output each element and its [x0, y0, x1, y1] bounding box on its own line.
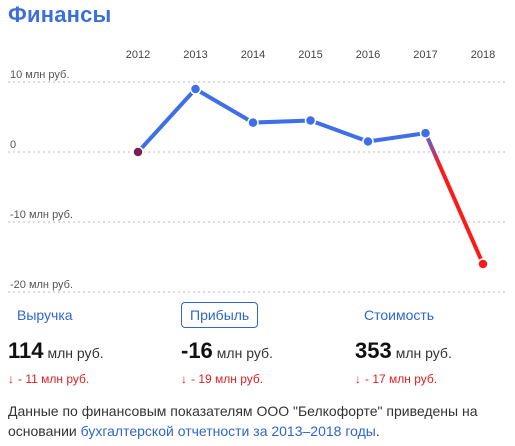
x-tick-label: 2018 [471, 49, 495, 61]
metric-profit-delta-text: - 19 млн руб. [191, 372, 264, 386]
data-point [362, 135, 374, 148]
note-text-end: . [375, 423, 380, 439]
metric-value-unit: млн руб. [395, 345, 452, 361]
down-arrow-icon: ↓ [181, 372, 187, 386]
note-text: Данные по финансовым показателям ООО "Бе… [8, 403, 478, 439]
series-line-segment [251, 118, 313, 125]
metric-revenue-delta: ↓ - 11 млн руб. [8, 372, 104, 386]
data-point [477, 258, 489, 270]
x-tick-label: 2012 [126, 49, 150, 61]
series-line-segment [136, 87, 198, 154]
metric-revenue-value: 114 млн руб. [8, 338, 104, 364]
metric-profit-delta: ↓ - 19 млн руб. [181, 372, 273, 386]
y-tick-label: -20 млн руб. [10, 279, 73, 291]
x-tick-label: 2017 [413, 49, 437, 61]
metric-profit: Прибыль -16 млн руб. ↓ - 19 млн руб. [181, 302, 273, 386]
data-point [247, 116, 259, 129]
metric-profit-number: -16 [181, 338, 213, 363]
data-point [304, 114, 317, 127]
metric-value: Стоимость 353 млн руб. ↓ - 17 млн руб. [355, 302, 452, 386]
x-tick-label: 2014 [241, 49, 265, 61]
y-tick-label: -10 млн руб. [10, 209, 73, 221]
series-line-segment [366, 131, 428, 144]
data-source-note: Данные по финансовым показателям ООО "Бе… [8, 401, 508, 441]
series-line-segment [193, 87, 255, 125]
data-point [189, 83, 202, 95]
down-arrow-icon: ↓ [355, 372, 361, 386]
metric-value-value: 353 млн руб. [355, 338, 452, 364]
profit-line-chart: 10 млн руб. 0 -10 млн руб. -20 млн руб. 2012… [8, 49, 508, 293]
accounting-report-link[interactable]: бухгалтерской отчетности за 2013–2018 го… [80, 423, 376, 439]
x-tick-label: 2013 [183, 49, 207, 61]
metric-value-number: 353 [355, 338, 392, 363]
metric-profit-value: -16 млн руб. [181, 338, 273, 364]
series-line-segment [423, 131, 485, 266]
data-point [132, 146, 144, 158]
metric-revenue-delta-text: - 11 млн руб. [18, 372, 90, 386]
series-line-segment [308, 118, 370, 144]
y-tick-label: 10 млн руб. [10, 69, 69, 81]
metrics-row: Выручка 114 млн руб. ↓ - 11 млн руб. Прибы… [0, 302, 515, 392]
section-title: Финансы [8, 2, 112, 27]
metric-value-tab[interactable]: Стоимость [364, 307, 435, 323]
metric-profit-unit: млн руб. [216, 345, 273, 361]
metric-revenue-unit: млн руб. [47, 345, 104, 361]
metric-revenue: Выручка 114 млн руб. ↓ - 11 млн руб. [8, 302, 104, 386]
x-tick-label: 2016 [356, 49, 380, 61]
metric-revenue-number: 114 [8, 338, 44, 363]
down-arrow-icon: ↓ [8, 372, 14, 386]
metric-value-delta: ↓ - 17 млн руб. [355, 372, 452, 386]
metric-value-delta-text: - 17 млн руб. [365, 372, 438, 386]
x-tick-label: 2015 [298, 49, 322, 61]
metric-revenue-tab[interactable]: Выручка [17, 307, 73, 323]
metric-profit-tab[interactable]: Прибыль [181, 302, 259, 328]
y-tick-label: 0 [10, 139, 16, 151]
data-point [419, 127, 432, 139]
